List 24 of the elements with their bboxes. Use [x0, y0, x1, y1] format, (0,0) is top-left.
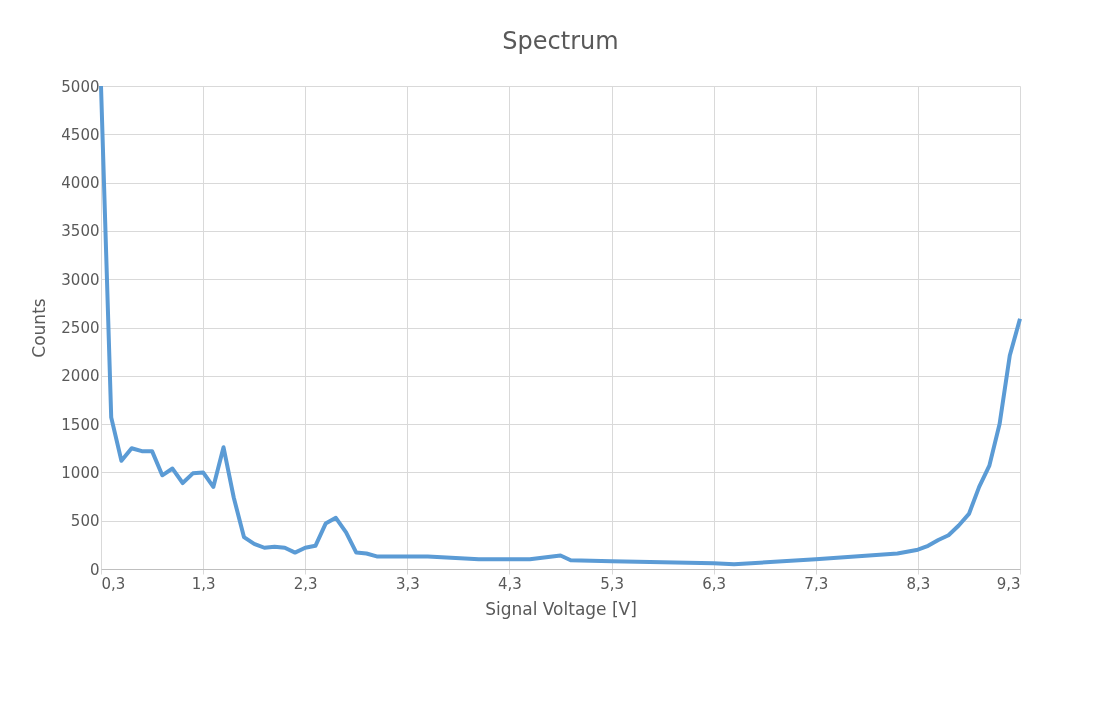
x-tick-label: 1,3 [191, 574, 216, 593]
y-tick-label: 3000 [61, 270, 100, 289]
y-tick-label: 4500 [61, 125, 100, 144]
y-tick-label: 1500 [61, 415, 100, 434]
y-tick-label: 2500 [61, 319, 100, 337]
x-tick-label: 6,3 [702, 574, 727, 593]
y-tick-label: 1000 [61, 463, 100, 482]
x-tick-label: 8,3 [906, 574, 931, 593]
x-tick-label: 5,3 [600, 574, 624, 593]
y-tick-label: 0 [89, 560, 100, 579]
y-tick-label: 500 [70, 512, 100, 531]
x-tick-label: 9,3 [996, 574, 1021, 593]
y-axis-title: Counts [29, 298, 50, 358]
x-axis-title: Signal Voltage [V] [485, 598, 637, 619]
y-tick-label: 5000 [61, 77, 100, 96]
y-tick-label: 3500 [61, 222, 100, 241]
y-tick-label: 4000 [61, 174, 100, 193]
x-tick-label: 2,3 [293, 574, 318, 593]
x-tick-label: 3,3 [395, 574, 420, 593]
x-tick-label: 0,3 [101, 574, 126, 593]
x-tick-label: 4,3 [498, 574, 522, 593]
y-tick-label: 2000 [61, 367, 100, 386]
x-tick-label: 7,3 [804, 574, 829, 593]
chart-title: Spectrum [502, 27, 619, 55]
